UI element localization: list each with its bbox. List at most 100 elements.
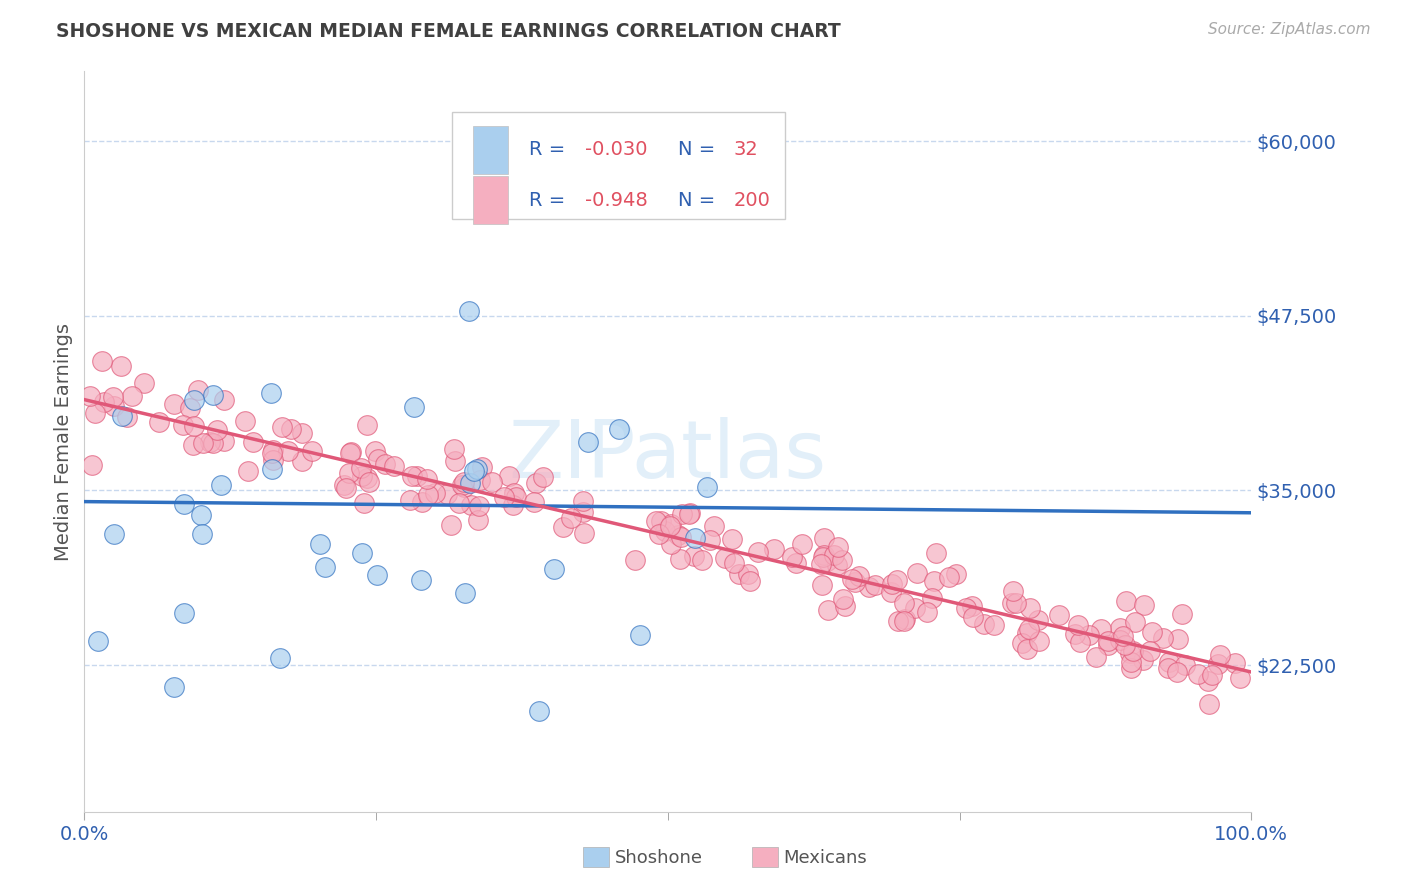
Point: [737, 567, 759, 582]
Point: [1085, 649, 1108, 664]
Point: [572, 505, 595, 519]
Point: [332, 477, 354, 491]
Point: [1157, 661, 1180, 675]
Point: [453, 475, 475, 490]
Point: [858, 580, 880, 594]
Point: [436, 487, 458, 501]
Point: [374, 457, 396, 471]
Point: [1097, 638, 1119, 652]
Point: [692, 553, 714, 567]
Point: [1132, 653, 1154, 667]
Point: [960, 599, 983, 613]
Point: [813, 548, 835, 562]
Text: N =: N =: [678, 140, 721, 159]
Point: [1047, 607, 1070, 622]
Point: [443, 442, 465, 457]
Point: [1017, 625, 1039, 640]
Point: [86, 633, 108, 648]
Point: [571, 493, 593, 508]
Point: [337, 466, 360, 480]
Point: [780, 549, 803, 564]
Point: [458, 476, 481, 491]
Point: [335, 481, 357, 495]
Point: [173, 607, 195, 621]
Point: [340, 445, 363, 459]
Point: [921, 591, 943, 605]
Point: [813, 531, 835, 545]
Point: [893, 614, 915, 628]
Point: [1002, 584, 1025, 599]
Point: [405, 468, 427, 483]
Point: [1097, 633, 1119, 648]
Point: [1139, 644, 1161, 658]
Point: [723, 556, 745, 570]
Point: [1108, 632, 1130, 647]
Point: [703, 519, 725, 533]
Point: [543, 562, 565, 576]
Point: [291, 425, 314, 440]
Point: [886, 573, 908, 587]
Point: [785, 557, 807, 571]
Point: [200, 434, 222, 449]
Point: [810, 557, 832, 571]
Point: [172, 418, 194, 433]
Point: [1159, 655, 1181, 669]
Point: [1064, 627, 1087, 641]
Point: [481, 475, 503, 490]
Point: [416, 488, 439, 502]
Text: -0.948: -0.948: [585, 191, 648, 210]
Point: [163, 397, 186, 411]
Point: [553, 520, 575, 534]
Point: [492, 491, 515, 505]
Point: [1174, 658, 1197, 673]
Point: [1121, 655, 1143, 669]
Point: [523, 494, 546, 508]
Point: [262, 452, 284, 467]
Point: [1018, 622, 1040, 636]
Point: [880, 576, 903, 591]
Point: [1090, 622, 1112, 636]
Point: [364, 443, 387, 458]
Point: [1114, 638, 1136, 652]
Point: [1229, 672, 1251, 686]
Point: [271, 420, 294, 434]
Point: [1209, 648, 1232, 662]
Point: [444, 454, 467, 468]
Point: [831, 591, 853, 606]
Point: [110, 359, 132, 374]
Point: [1140, 624, 1163, 639]
Point: [679, 506, 702, 520]
Point: [404, 401, 426, 415]
Point: [1166, 665, 1188, 680]
Point: [242, 435, 264, 450]
Point: [339, 446, 361, 460]
Text: R =: R =: [529, 191, 571, 210]
Point: [1171, 607, 1194, 621]
Point: [811, 578, 834, 592]
Point: [955, 600, 977, 615]
Point: [425, 486, 447, 500]
Point: [359, 475, 381, 490]
FancyBboxPatch shape: [451, 112, 785, 219]
Point: [738, 574, 761, 588]
Point: [209, 478, 232, 492]
Point: [134, 376, 156, 390]
Point: [463, 464, 485, 478]
Point: [893, 596, 915, 610]
Point: [863, 577, 886, 591]
Point: [699, 533, 721, 547]
Point: [233, 414, 256, 428]
Point: [467, 512, 489, 526]
Point: [460, 498, 482, 512]
Point: [887, 614, 910, 628]
Point: [308, 537, 330, 551]
Point: [669, 551, 692, 566]
Text: -0.030: -0.030: [585, 140, 648, 159]
Point: [962, 609, 984, 624]
Point: [683, 531, 706, 545]
Point: [190, 508, 212, 522]
Point: [1005, 596, 1028, 610]
Point: [498, 469, 520, 483]
Point: [654, 524, 676, 539]
Point: [659, 537, 682, 551]
